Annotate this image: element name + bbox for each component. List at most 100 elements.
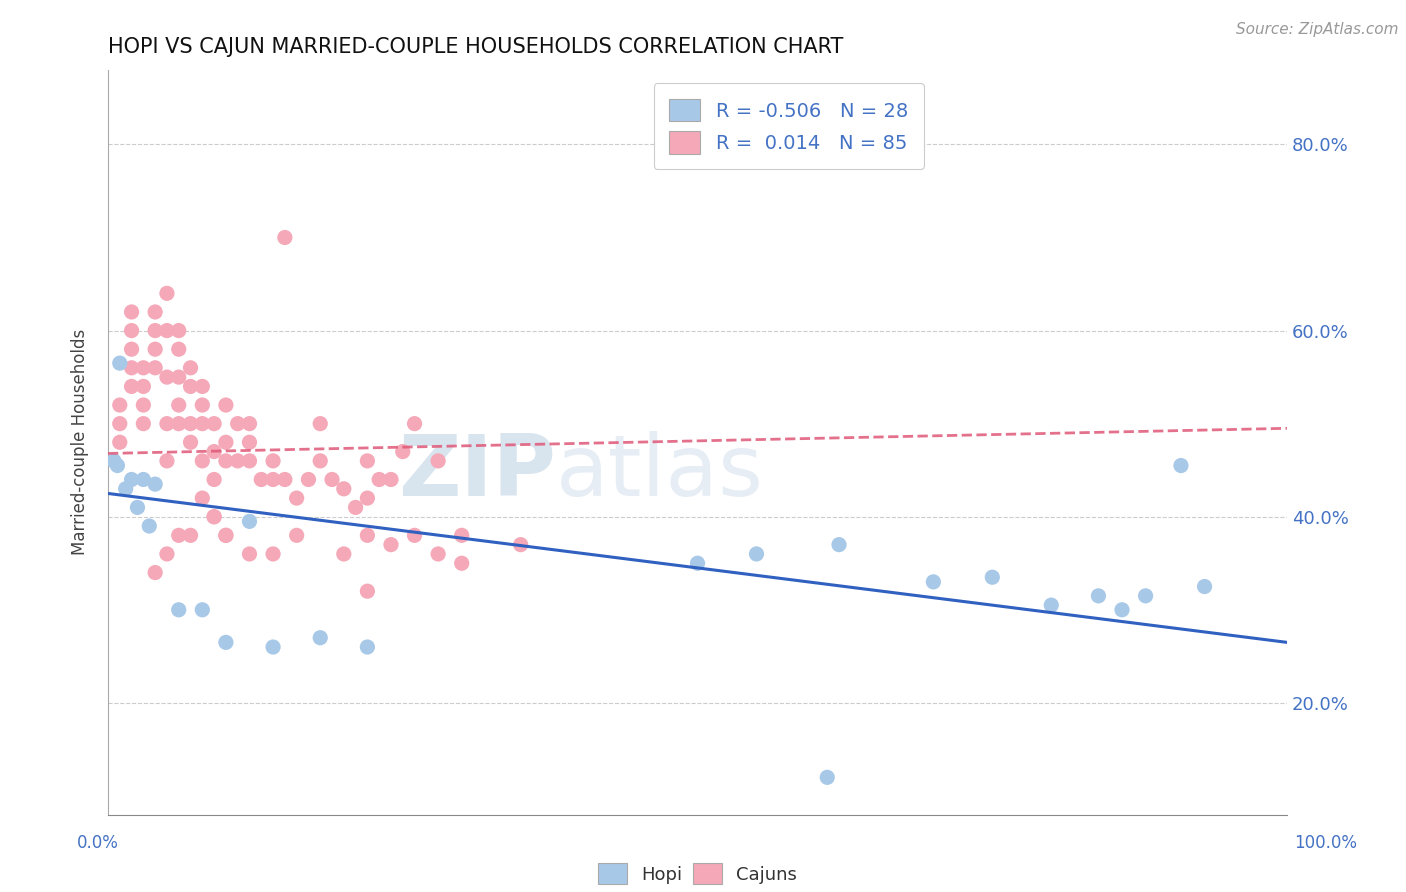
Point (356, 454, 378, 468)
Point (427, 454, 450, 468)
Point (180, 417, 202, 431)
Point (132, 473, 155, 487)
Point (167, 528, 190, 542)
Text: 100.0%: 100.0% (1294, 834, 1357, 852)
Y-axis label: Married-couple Households: Married-couple Households (72, 329, 89, 556)
Point (391, 444, 413, 458)
Point (156, 286, 179, 301)
Point (238, 515, 260, 529)
Point (132, 360, 155, 375)
Point (238, 417, 260, 431)
Point (108, 417, 131, 431)
Point (191, 379, 214, 393)
Point (215, 528, 238, 542)
Point (167, 342, 190, 356)
Point (321, 473, 343, 487)
Point (191, 454, 214, 468)
Point (274, 473, 297, 487)
Point (156, 370, 179, 384)
Text: atlas: atlas (555, 431, 763, 514)
Point (309, 631, 332, 645)
Point (368, 473, 391, 487)
Point (262, 454, 284, 468)
Point (143, 477, 166, 491)
Point (143, 324, 166, 338)
Point (202, 417, 225, 431)
Point (202, 473, 225, 487)
Point (380, 538, 402, 552)
Point (121, 342, 143, 356)
Point (121, 324, 143, 338)
Point (238, 435, 260, 450)
Point (114, 482, 136, 496)
Point (108, 435, 131, 450)
Point (215, 454, 238, 468)
Point (1170, 458, 1192, 473)
Point (143, 305, 166, 319)
Point (156, 547, 179, 561)
Point (103, 454, 125, 468)
Point (121, 360, 143, 375)
Point (180, 528, 202, 542)
Point (356, 640, 378, 654)
Point (815, 770, 838, 784)
Point (450, 556, 472, 570)
Point (686, 556, 709, 570)
Point (1040, 598, 1063, 612)
Point (450, 528, 472, 542)
Point (191, 398, 214, 412)
Point (108, 398, 131, 412)
Point (156, 454, 179, 468)
Point (226, 417, 249, 431)
Point (167, 324, 190, 338)
Point (180, 379, 202, 393)
Point (202, 509, 225, 524)
Point (427, 547, 450, 561)
Point (167, 398, 190, 412)
Point (250, 473, 273, 487)
Point (828, 538, 851, 552)
Point (132, 417, 155, 431)
Point (238, 547, 260, 561)
Point (121, 379, 143, 393)
Point (356, 528, 378, 542)
Point (107, 458, 129, 473)
Point (1087, 589, 1109, 603)
Point (285, 528, 308, 542)
Point (745, 547, 768, 561)
Legend: Hopi, Cajuns: Hopi, Cajuns (591, 855, 804, 891)
Point (1111, 603, 1133, 617)
Point (215, 528, 238, 542)
Point (262, 640, 284, 654)
Point (167, 417, 190, 431)
Point (238, 454, 260, 468)
Point (143, 566, 166, 580)
Point (121, 473, 143, 487)
Point (262, 473, 284, 487)
Point (191, 417, 214, 431)
Point (1135, 589, 1157, 603)
Point (981, 570, 1004, 584)
Point (180, 435, 202, 450)
Point (404, 417, 426, 431)
Point (132, 398, 155, 412)
Point (1194, 580, 1216, 594)
Text: HOPI VS CAJUN MARRIED-COUPLE HOUSEHOLDS CORRELATION CHART: HOPI VS CAJUN MARRIED-COUPLE HOUSEHOLDS … (108, 37, 844, 57)
Point (156, 417, 179, 431)
Text: ZIP: ZIP (398, 431, 555, 514)
Point (309, 454, 332, 468)
Point (121, 305, 143, 319)
Point (143, 342, 166, 356)
Point (309, 417, 332, 431)
Point (143, 360, 166, 375)
Point (127, 500, 149, 515)
Point (226, 454, 249, 468)
Point (356, 584, 378, 599)
Point (262, 547, 284, 561)
Point (333, 547, 356, 561)
Point (156, 324, 179, 338)
Point (191, 603, 214, 617)
Point (202, 509, 225, 524)
Point (333, 482, 356, 496)
Point (138, 519, 160, 533)
